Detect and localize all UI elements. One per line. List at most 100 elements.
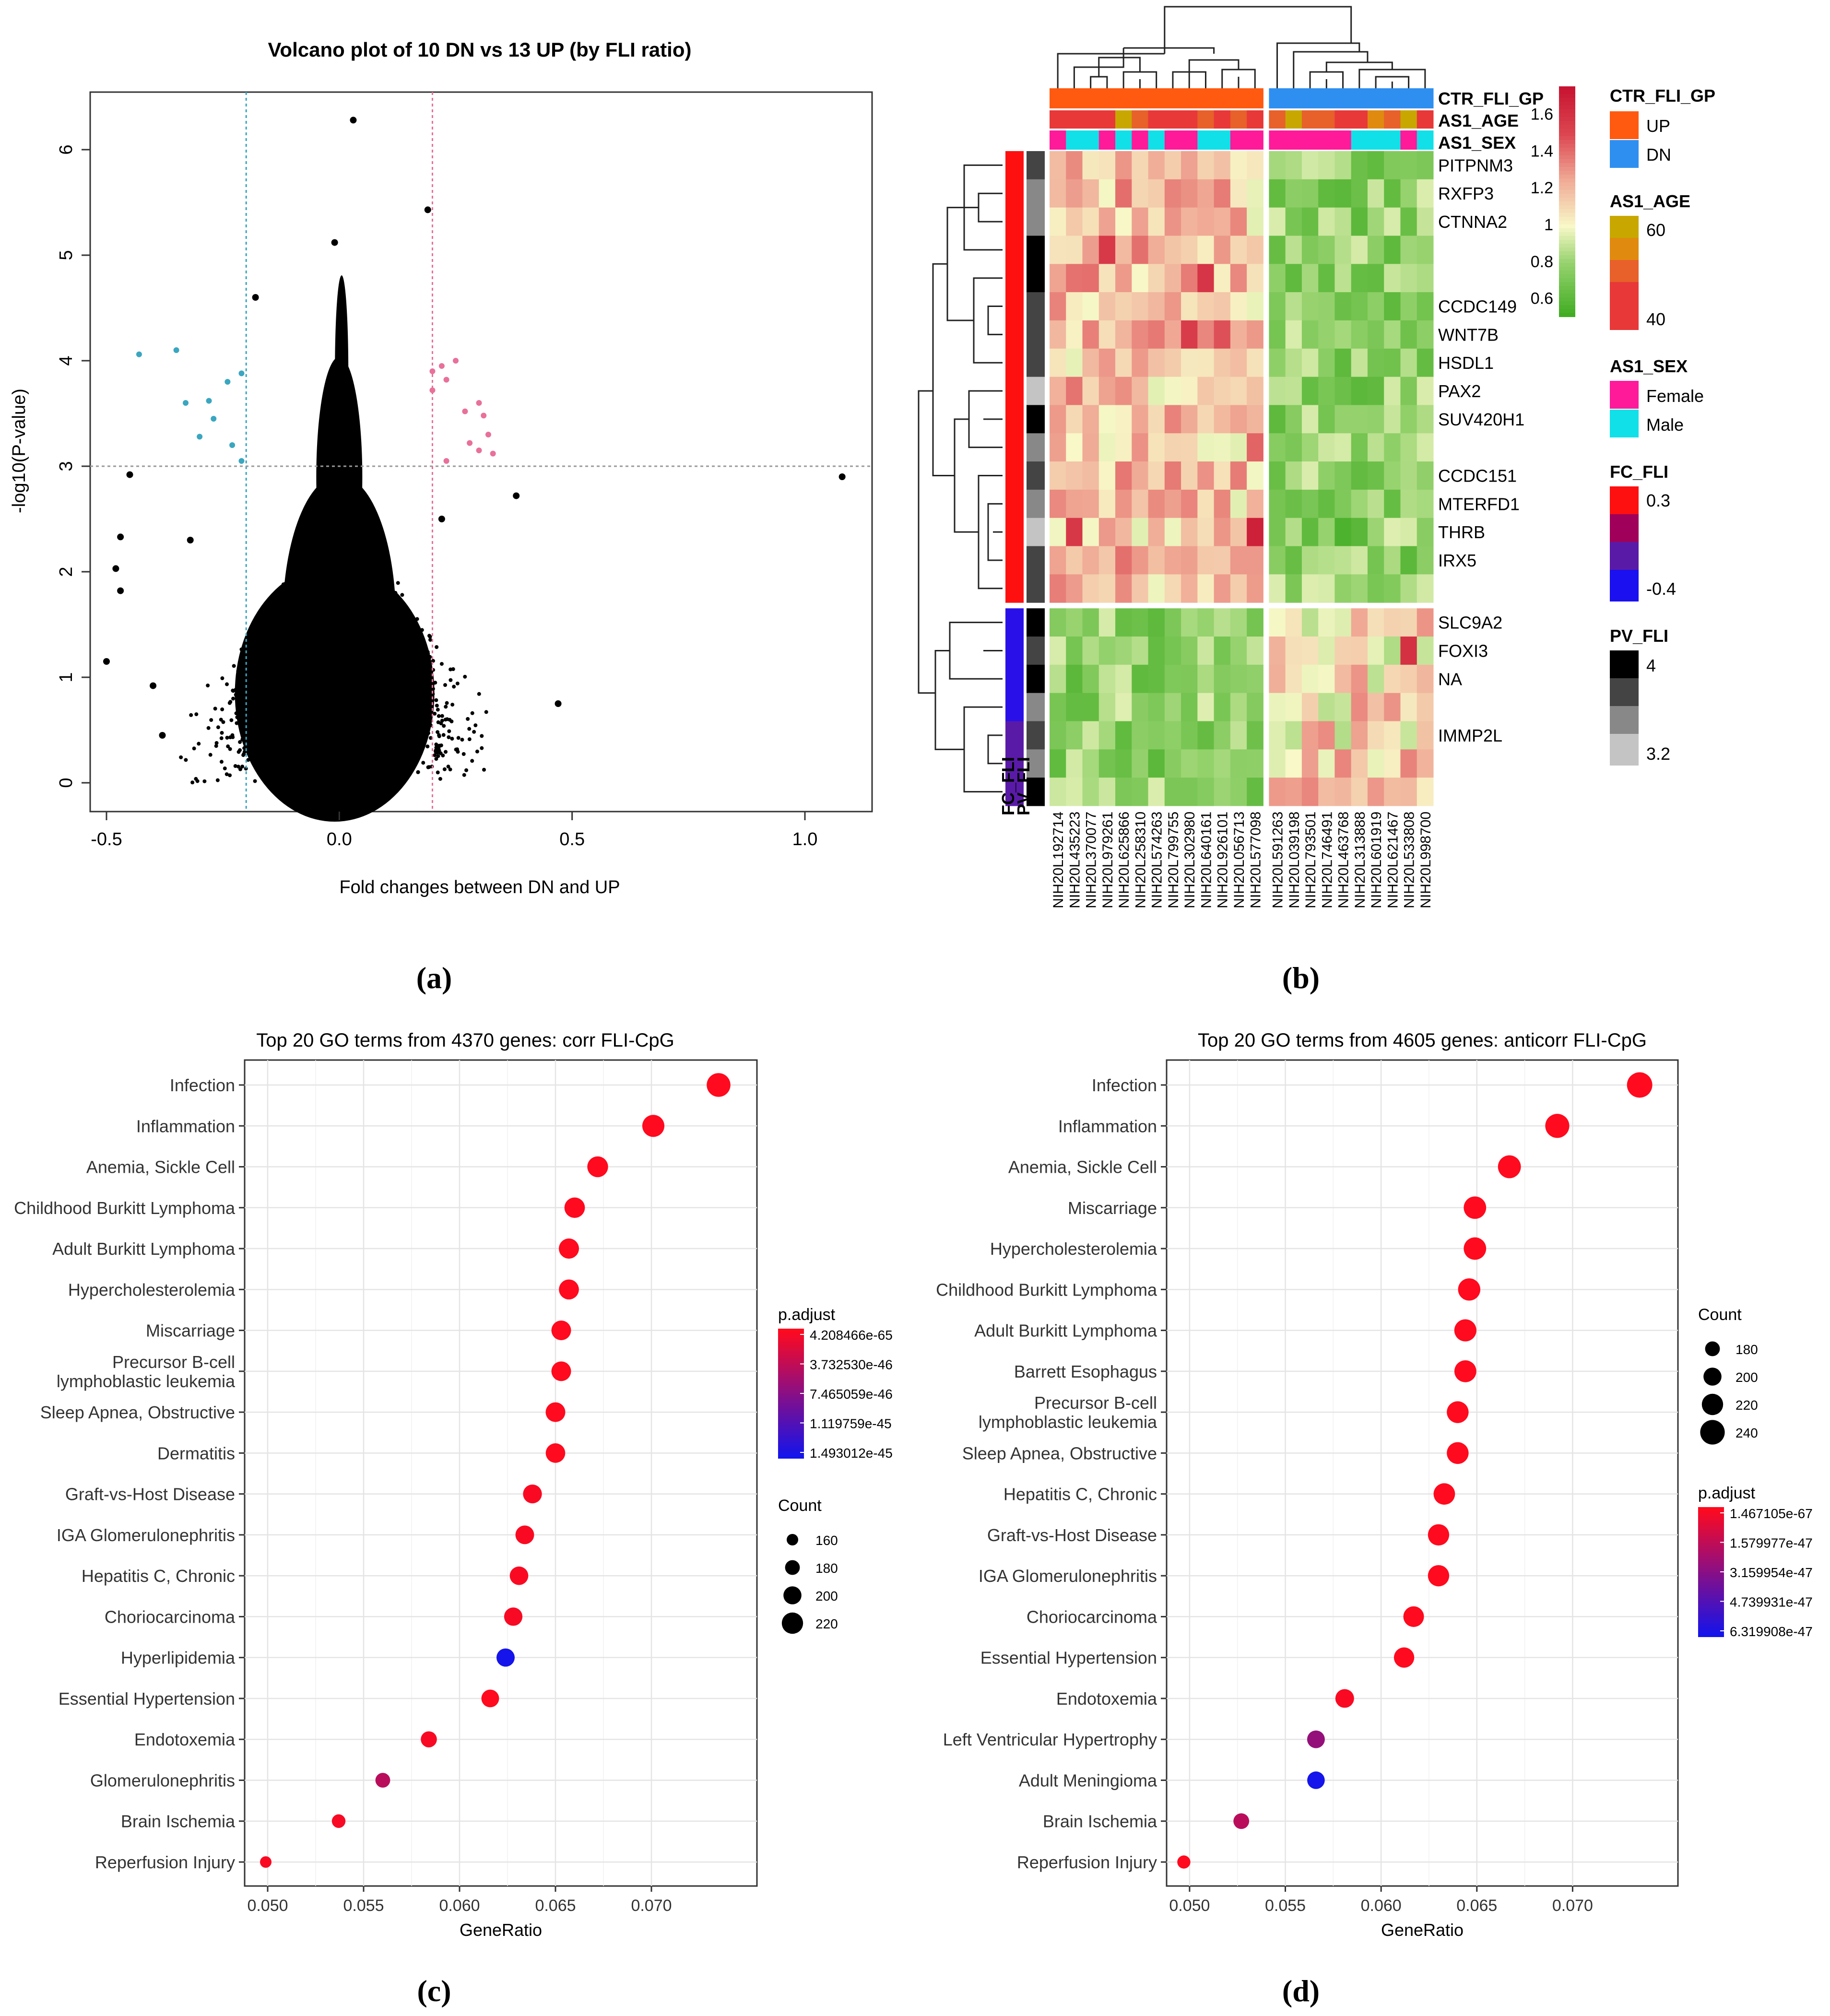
heatmap-cell [1400,207,1417,236]
heatmap-cell [1148,637,1165,665]
color-bar-step [1559,140,1575,144]
heatmap-cell [1247,574,1263,603]
heatmap-cell [1400,574,1417,603]
color-bar-step [1559,221,1575,225]
volcano-bulk-point [368,741,373,745]
heatmap-cell [1050,320,1066,349]
legend-age-swatch-4 [1610,282,1639,330]
volcano-bulk-point [284,682,289,686]
heatmap-cell [1148,405,1165,434]
heatmap-cell [1367,778,1384,806]
go-point [496,1648,515,1667]
volcano-bulk-point [225,682,229,686]
volcano-bulk-point [470,711,474,715]
annotation-pv-cell [1027,664,1045,694]
heatmap-cell [1115,721,1132,750]
padjust-legend-step [1698,1549,1724,1553]
count-legend-title: Count [1698,1306,1742,1324]
volcano-bulk-point [292,750,296,755]
volcano-bulk-point [326,690,330,695]
color-bar-step [1559,259,1575,263]
heatmap-cell [1115,637,1132,665]
go-x-tick-label: 0.055 [343,1897,384,1915]
volcano-bulk-point [374,702,378,707]
padjust-legend-step [778,1364,804,1368]
heatmap-cell [1181,546,1198,575]
volcano-bulk-point [464,768,469,772]
volcano-bulk-point [310,671,314,675]
volcano-bulk-point [387,742,391,746]
volcano-bulk-point [290,581,295,586]
volcano-bulk-point [323,678,328,682]
volcano-bulk-point [316,678,320,682]
volcano-bulk-point [322,651,327,655]
legend-age-swatch-3 [1610,260,1639,282]
heatmap-cell [1098,236,1116,264]
volcano-bulk-point [385,669,389,673]
volcano-bulk-point [331,699,335,703]
heatmap-cell [1417,664,1434,694]
volcano-bulk-cloud-tip [335,275,349,467]
annotation-age-cell [1230,110,1247,129]
count-legend-label: 180 [1736,1342,1758,1357]
heatmap-cell [1066,151,1083,180]
volcano-bulk-point [436,754,440,758]
volcano-bulk-point [416,738,420,743]
volcano-bulk-point [402,718,407,722]
volcano-bulk-point [455,747,460,752]
volcano-bulk-point [342,694,346,698]
go-point [1393,1647,1415,1668]
volcano-bulk-point [337,755,341,759]
volcano-bulk-point [418,684,423,689]
heatmap-cell [1098,179,1116,208]
go-c-title: Top 20 GO terms from 4370 genes: corr FL… [256,1030,674,1051]
volcano-bulk-point [363,512,367,517]
volcano-bulk-point [467,727,472,731]
volcano-bulk-point [341,732,345,736]
annotation-fc-cell [1005,377,1024,405]
volcano-bulk-point [279,719,283,724]
volcano-bulk-point [306,627,310,631]
volcano-bulk-point [419,633,424,637]
volcano-bulk-point [286,675,290,679]
volcano-bulk-point [436,707,440,712]
heatmap-sample-label: NIH20L192714 [1051,812,1066,908]
go-point [331,1814,346,1828]
volcano-bulk-point [272,622,276,626]
heatmap-cell [1050,518,1066,547]
heatmap-cell [1115,749,1132,778]
volcano-bulk-point [266,675,271,680]
volcano-bulk-point [442,767,447,771]
heatmap-cell [1269,489,1286,519]
legend-fc-swatch-3 [1610,542,1639,570]
annotation-ctr-cell [1050,88,1066,108]
heatmap-cell [1098,320,1116,349]
padjust-legend-step [778,1335,804,1339]
volcano-bulk-point [436,730,440,734]
color-bar-tick-label: 1 [1544,216,1553,234]
volcano-bulk-point [415,734,420,738]
count-legend-dot [1700,1420,1725,1445]
volcano-bulk-point [328,597,332,601]
legend-age-swatch-2 [1610,238,1639,260]
heatmap-cell [1367,518,1384,547]
volcano-bulk-point [349,723,353,728]
heatmap-cell [1417,151,1434,180]
volcano-bulk-point [347,613,352,617]
volcano-bulk-point [255,622,259,626]
volcano-bulk-point [231,696,236,701]
go-point [509,1566,529,1585]
volcano-bulk-point [379,750,384,755]
volcano-bulk-point [281,732,285,737]
volcano-bulk-point [416,696,420,700]
heatmap-cell [1066,693,1083,722]
heatmap-cell [1164,236,1181,264]
color-bar-step [1559,297,1575,302]
volcano-bulk-point [279,633,283,637]
volcano-bulk-point [376,593,380,598]
volcano-bulk-points [179,275,488,822]
heatmap-cell [1115,292,1132,321]
volcano-bulk-point [398,759,402,764]
volcano-bulk-point [393,707,397,711]
volcano-bulk-point [257,686,261,690]
